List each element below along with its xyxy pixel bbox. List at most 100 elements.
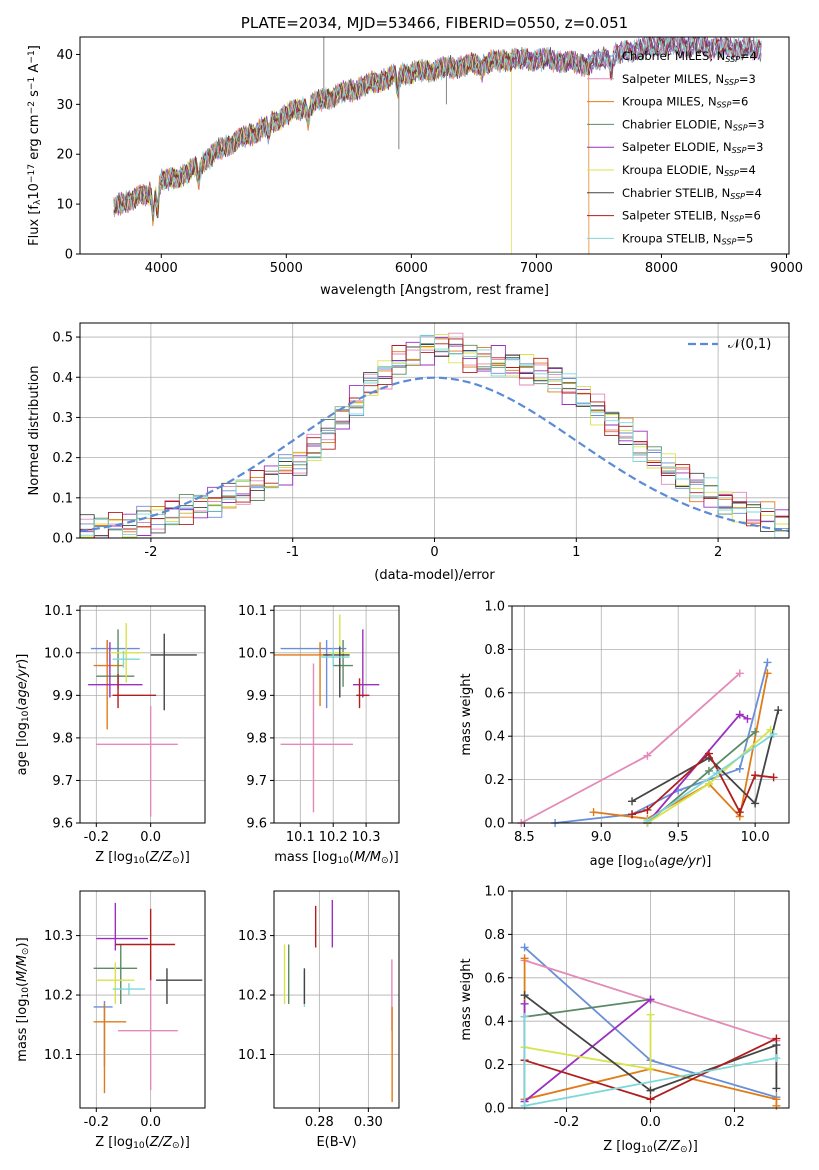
legend-label: Chabrier STELIB, NSSP=4 bbox=[622, 186, 762, 201]
age-vs-z-xtick-label: 0.0 bbox=[140, 830, 161, 845]
weight-point-marker bbox=[628, 810, 637, 819]
mass-vs-z-plot-area bbox=[93, 902, 203, 1094]
spectrum-ytick-label: 30 bbox=[56, 98, 73, 113]
age-vs-mass-ytick-label: 9.9 bbox=[246, 689, 267, 704]
age-vs-mass-xtick-label: 10.2 bbox=[319, 830, 348, 845]
spectrum-xtick-label: 4000 bbox=[145, 261, 178, 276]
mass-vs-ebv-axes: 0.28 0.30 10.1 10.2 10.3 bbox=[238, 891, 399, 1130]
spectrum-series-line bbox=[113, 48, 590, 254]
spectrum-ytick-label: 40 bbox=[56, 48, 73, 63]
weight-point-marker bbox=[646, 1095, 655, 1104]
spectrum-frame bbox=[79, 36, 790, 255]
weight-vs-age-ytick-label: 0.6 bbox=[484, 686, 505, 701]
spectrum-xtick-label: 6000 bbox=[395, 261, 428, 276]
weight-point-marker bbox=[774, 706, 783, 715]
residuals-frame bbox=[79, 322, 790, 539]
spectrum-series-line bbox=[113, 37, 762, 216]
age-vs-mass-ytick-label: 10.1 bbox=[238, 604, 267, 619]
mass-vs-z-frame bbox=[79, 890, 206, 1109]
weight-vs-z-axes: -0.2 0.0 0.2 0.0 0.2 0.4 0.6 0.8 1.0 bbox=[484, 885, 789, 1130]
spectrum-series-line bbox=[113, 37, 762, 217]
age-vs-z-ytick-label: 9.9 bbox=[52, 689, 73, 704]
residuals-ylabel: Normed distribution bbox=[27, 366, 42, 496]
spectrum-xtick-label: 8000 bbox=[645, 261, 678, 276]
age-vs-mass-xlabel: mass [log10(M/M⊙)] bbox=[274, 850, 398, 866]
weight-vs-age-xtick-label: 8.5 bbox=[514, 830, 535, 845]
age-vs-mass-xtick-label: 10.1 bbox=[286, 830, 315, 845]
spectrum-legend: Chabrier MILES, NSSP=4 Salpeter MILES, NS… bbox=[587, 49, 765, 246]
spectrum-series-line bbox=[113, 49, 512, 254]
residuals-xtick-label: 2 bbox=[714, 545, 722, 560]
weight-vs-age-xtick-label: 9.5 bbox=[668, 830, 689, 845]
weight-vs-age-xtick-label: 9.0 bbox=[591, 830, 612, 845]
mass-vs-ebv-frame bbox=[273, 890, 400, 1109]
weight-point-marker bbox=[735, 808, 744, 817]
weight-point-marker bbox=[520, 1012, 529, 1021]
residuals-legend: 𝒩(0,1) bbox=[688, 337, 771, 352]
mass-vs-z-xtick-label: 0.0 bbox=[140, 1115, 161, 1130]
age-vs-z-xlabel: Z [log10(Z/Z⊙)] bbox=[95, 850, 190, 866]
legend-label: Salpeter STELIB, NSSP=6 bbox=[622, 209, 761, 224]
weight-point-marker bbox=[628, 797, 637, 806]
mass-vs-ebv-ytick-label: 10.1 bbox=[238, 1048, 267, 1063]
age-vs-z-ytick-label: 10.0 bbox=[44, 646, 73, 661]
weight-point-marker bbox=[735, 669, 744, 678]
spectrum-xtick-label: 9000 bbox=[770, 261, 803, 276]
weight-vs-z-ytick-label: 0.0 bbox=[484, 1102, 505, 1117]
mass-vs-ebv-xtick-label: 0.28 bbox=[305, 1115, 334, 1130]
weight-series-line bbox=[524, 998, 651, 1018]
weight-vs-z-ylabel: mass weight bbox=[459, 958, 474, 1040]
weight-vs-age-ytick-label: 0.2 bbox=[484, 773, 505, 788]
residuals-xtick-label: 1 bbox=[572, 545, 580, 560]
weight-point-marker bbox=[735, 764, 744, 773]
weight-point-marker bbox=[589, 808, 598, 817]
age-vs-z-ylabel: age [log10(age/yr)] bbox=[15, 654, 31, 776]
age-vs-mass-frame bbox=[273, 605, 400, 824]
weight-series-line bbox=[631, 709, 780, 806]
weight-point-marker bbox=[643, 751, 652, 760]
weight-point-marker bbox=[520, 943, 529, 952]
age-vs-mass-ytick-label: 9.7 bbox=[246, 774, 267, 789]
spectrum-title: PLATE=2034, MJD=53466, FIBERID=0550, z=0… bbox=[241, 14, 628, 32]
weight-vs-age-xtick-label: 10.0 bbox=[741, 830, 770, 845]
weight-point-marker bbox=[772, 1034, 781, 1043]
weight-vs-z-ytick-label: 0.4 bbox=[484, 1015, 505, 1030]
mass-vs-ebv-xlabel: E(B-V) bbox=[316, 1135, 356, 1150]
weight-point-marker bbox=[751, 771, 760, 780]
age-vs-z-ytick-label: 10.1 bbox=[44, 604, 73, 619]
weight-point-marker bbox=[751, 799, 760, 808]
age-vs-mass-plot-area bbox=[274, 614, 380, 813]
age-vs-z-ytick-label: 9.7 bbox=[52, 774, 73, 789]
weight-vs-z-ytick-label: 1.0 bbox=[484, 885, 505, 900]
mass-vs-z-axes: -0.2 0.0 10.1 10.2 10.3 bbox=[44, 891, 205, 1130]
age-vs-mass-xtick-label: 10.3 bbox=[352, 830, 381, 845]
weight-point-marker bbox=[520, 999, 529, 1008]
legend-label: Chabrier MILES, NSSP=4 bbox=[622, 49, 757, 64]
residuals-ytick-label: 0.1 bbox=[52, 491, 73, 506]
spectrum-series-line bbox=[113, 37, 762, 217]
weight-point-marker bbox=[520, 1101, 529, 1110]
weight-point-marker bbox=[646, 1010, 655, 1019]
legend-label: Salpeter MILES, NSSP=3 bbox=[622, 72, 756, 87]
weight-point-marker bbox=[646, 1064, 655, 1073]
weight-point-marker bbox=[704, 766, 713, 775]
weight-vs-age-ytick-label: 0.0 bbox=[484, 817, 505, 832]
weight-point-marker bbox=[712, 769, 721, 778]
weight-point-marker bbox=[751, 727, 760, 736]
age-vs-mass-ytick-label: 9.8 bbox=[246, 731, 267, 746]
legend-label: Kroupa STELIB, NSSP=5 bbox=[622, 231, 753, 246]
weight-point-marker bbox=[769, 773, 778, 782]
mass-vs-ebv-ytick-label: 10.2 bbox=[238, 989, 267, 1004]
weight-vs-age-ytick-label: 0.4 bbox=[484, 730, 505, 745]
mass-vs-z-ytick-label: 10.3 bbox=[44, 929, 73, 944]
age-vs-z-frame bbox=[79, 605, 206, 824]
weight-point-marker bbox=[735, 710, 744, 719]
mass-vs-z-ytick-label: 10.1 bbox=[44, 1048, 73, 1063]
weight-vs-z-xtick-label: 0.2 bbox=[724, 1115, 745, 1130]
mass-vs-z-xlabel: Z [log10(Z/Z⊙)] bbox=[95, 1135, 190, 1151]
spectrum-xtick-label: 5000 bbox=[270, 261, 303, 276]
mass-vs-z-xtick-label: -0.2 bbox=[84, 1115, 109, 1130]
weight-point-marker bbox=[520, 954, 529, 963]
weight-point-marker bbox=[763, 658, 772, 667]
